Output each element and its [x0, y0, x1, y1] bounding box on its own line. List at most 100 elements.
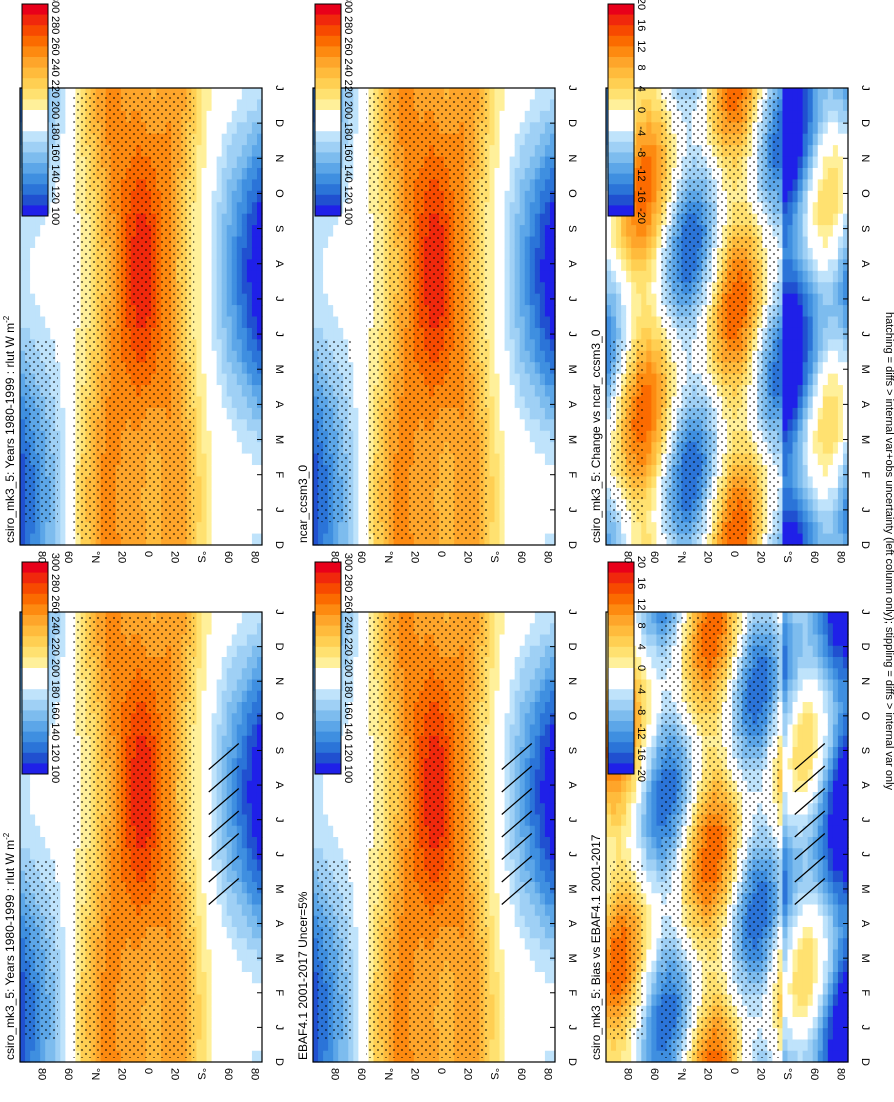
heat-cell [328, 1050, 334, 1063]
heat-cell [201, 747, 208, 759]
heat-cell [206, 362, 213, 375]
heat-cell [246, 133, 253, 146]
heat-cell [256, 679, 263, 692]
heat-cell [60, 522, 66, 535]
heat-cell [201, 837, 208, 849]
heat-cell [313, 792, 319, 804]
heat-cell [201, 904, 208, 917]
heat-cell [256, 758, 263, 771]
heat-cell [206, 350, 213, 363]
heat-cell [30, 533, 36, 546]
colorbar-swatch [22, 668, 48, 679]
colorbar-tick-label: 120 [49, 186, 61, 204]
heat-cell [241, 110, 248, 123]
heat-cell [55, 668, 61, 681]
heat-cell [65, 236, 72, 249]
heat-cell [221, 1039, 228, 1052]
heat-cell [211, 960, 218, 973]
heat-cell [35, 837, 41, 849]
heat-cell [251, 430, 258, 443]
heat-cell [20, 282, 26, 295]
heat-cell [211, 350, 218, 363]
heat-cell [196, 927, 203, 939]
month-tick-label: M [273, 435, 285, 444]
colorbar-swatch [22, 14, 48, 26]
heat-cell [216, 145, 223, 158]
heat-cell [65, 792, 72, 804]
heat-cell [231, 882, 238, 894]
colorbar-tick-label: 280 [49, 574, 61, 592]
heat-cell [236, 487, 243, 500]
heat-cell [40, 792, 46, 804]
heat-cell [60, 316, 66, 329]
heat-cell [40, 848, 46, 861]
heat-cell [241, 282, 248, 295]
heat-cell [343, 1039, 349, 1052]
heat-cell [251, 713, 258, 726]
heat-cell [231, 972, 238, 984]
heat-cell [221, 1050, 228, 1063]
heat-cell [20, 1039, 26, 1052]
heat-cell [348, 848, 354, 861]
heat-cell [256, 893, 263, 906]
heat-cell [50, 190, 56, 203]
heat-cell [246, 702, 253, 714]
heat-cell [201, 713, 208, 726]
heat-cell [323, 792, 329, 804]
colorbar-swatch [22, 763, 48, 775]
heat-cell [201, 499, 208, 512]
heat-cell [241, 99, 248, 112]
heat-cell [60, 236, 66, 249]
heat-cell [353, 994, 359, 1007]
heat-cell [216, 499, 223, 512]
colorbar-swatch [22, 625, 48, 637]
panel-frame [19, 611, 263, 1063]
heat-cell [246, 724, 253, 737]
heat-cell [196, 949, 203, 962]
heat-cell [246, 327, 253, 340]
heat-cell [226, 110, 233, 123]
heat-cell [241, 1050, 248, 1063]
heat-cell [211, 735, 218, 748]
heat-cell [236, 983, 243, 996]
heat-cell [55, 247, 61, 260]
heat-cell [251, 510, 258, 523]
heat-cell [20, 339, 26, 352]
heat-cell [65, 690, 72, 703]
heat-cell [256, 724, 263, 737]
heat-cell [206, 339, 213, 352]
heat-cell [35, 282, 41, 295]
heat-cell [246, 522, 253, 535]
heat-cell [201, 225, 208, 238]
colorbar-swatch [22, 678, 48, 690]
heat-cell [60, 634, 66, 647]
heat-cell [196, 870, 203, 883]
heat-cell [226, 803, 233, 816]
heat-cell [65, 510, 72, 523]
heat-cell [30, 293, 36, 306]
heat-cell [206, 679, 213, 692]
heat-cell [353, 848, 359, 861]
heat-cell [236, 247, 243, 260]
heat-cell [40, 327, 46, 340]
heat-cell [201, 396, 208, 409]
heat-cell [241, 668, 248, 681]
heat-cell [231, 533, 238, 546]
heat-cell [55, 407, 61, 420]
heat-cell [231, 994, 238, 1007]
heat-cell [236, 396, 243, 409]
heat-cell [216, 282, 223, 295]
heat-cell [231, 442, 238, 455]
heat-cell [50, 133, 56, 146]
heat-cell [241, 122, 248, 135]
colorbar-swatch [22, 657, 48, 669]
heat-cell [256, 803, 263, 816]
hatch-mark [208, 833, 240, 860]
colorbar-swatch [22, 88, 48, 100]
heat-cell [211, 904, 218, 917]
heat-cell [60, 327, 66, 340]
colorbar-swatch [22, 583, 48, 595]
heat-cell [201, 702, 208, 714]
heat-cell [20, 938, 26, 951]
heat-cell [196, 362, 203, 375]
